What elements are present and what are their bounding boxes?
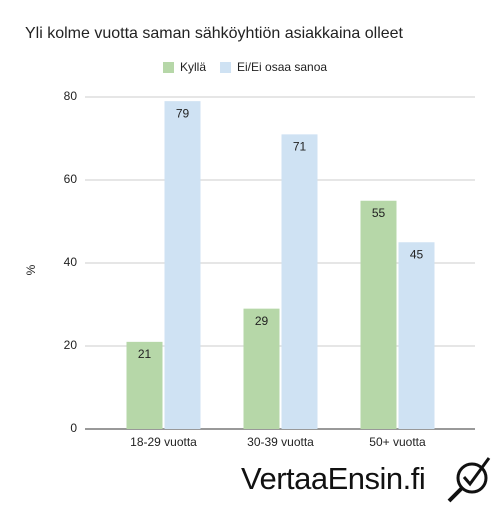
value-label: 45 <box>410 247 424 261</box>
y-axis-label: % <box>24 264 38 275</box>
value-label: 79 <box>176 106 190 120</box>
logo-icon <box>447 457 491 503</box>
y-tick-label: 40 <box>64 255 78 269</box>
y-tick-label: 60 <box>64 172 78 186</box>
bar <box>243 308 280 429</box>
chart-title: Yli kolme vuotta saman sähköyhtiön asiak… <box>25 25 404 42</box>
value-label: 55 <box>372 206 386 220</box>
y-tick-label: 0 <box>70 421 77 435</box>
legend-swatch <box>220 62 232 73</box>
legend-label: Kyllä <box>180 60 206 74</box>
y-tick-label: 80 <box>64 89 78 103</box>
x-tick-label: 50+ vuotta <box>369 435 426 449</box>
bar <box>360 200 397 429</box>
value-label: 21 <box>138 347 152 361</box>
bar <box>164 101 201 430</box>
x-tick-label: 30-39 vuotta <box>247 435 314 449</box>
y-tick-label: 20 <box>64 338 78 352</box>
bar <box>281 134 318 429</box>
value-label: 71 <box>293 140 307 154</box>
legend-label: Ei/Ei osaa sanoa <box>237 60 327 74</box>
logo-text: VertaaEnsin.fi <box>241 461 425 496</box>
legend-swatch <box>163 62 174 73</box>
bar <box>126 341 163 429</box>
value-label: 29 <box>255 314 269 328</box>
bar <box>398 242 435 429</box>
x-tick-label: 18-29 vuotta <box>130 435 197 449</box>
